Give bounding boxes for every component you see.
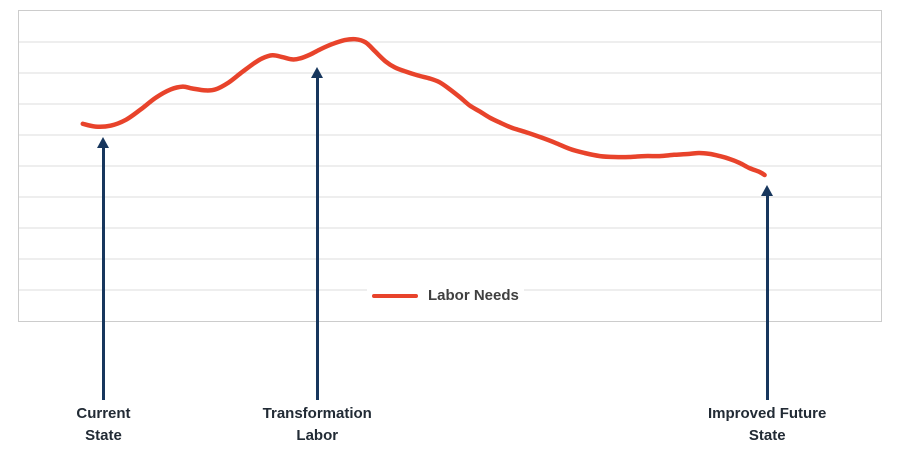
transformation-labor-label: Transformation Labor	[262, 405, 372, 444]
current-state-label: Current State	[76, 405, 131, 444]
labor-needs-legend-label: Labor Needs	[428, 287, 519, 304]
labor-needs-line-chart	[19, 36, 881, 291]
labor-needs-legend-swatch	[372, 293, 418, 298]
improved-future-state-arrow	[765, 193, 769, 400]
transformation-labor-arrow	[315, 75, 319, 400]
plot-area: Labor Needs	[18, 10, 882, 322]
current-state-arrow	[101, 145, 105, 400]
labor-needs-line	[80, 36, 767, 178]
improved-future-state-label: Improved Future State	[708, 405, 827, 444]
legend: Labor Needs	[367, 285, 524, 306]
improved-future-state-arrow-head	[761, 184, 774, 196]
current-state-arrow-head	[97, 136, 110, 148]
transformation-labor-arrow-head	[311, 66, 324, 78]
